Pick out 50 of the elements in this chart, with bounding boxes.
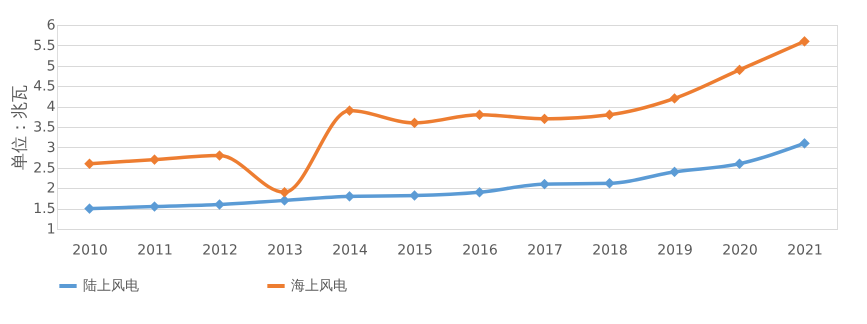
x-tick-label: 2019: [657, 242, 693, 258]
point: [669, 93, 680, 104]
y-tick-label: 2: [46, 180, 56, 197]
x-tick-label: 2018: [592, 242, 628, 258]
x-tick-label: 2012: [202, 242, 238, 258]
y-tick-label: 2.5: [33, 160, 56, 176]
point: [149, 154, 160, 165]
x-tick-label: 2020: [722, 242, 758, 258]
y-tick-label: 1.5: [33, 201, 56, 218]
legend-label: 陆上风电: [83, 278, 139, 294]
point: [344, 105, 355, 116]
point: [539, 178, 550, 190]
y-tick-label: 5.5: [33, 38, 56, 54]
point: [84, 203, 95, 214]
point: [84, 158, 95, 169]
point: [214, 199, 225, 210]
point: [409, 118, 420, 128]
x-tick-label: 2015: [397, 242, 433, 258]
y-axis-title: 单位：兆瓦: [10, 85, 30, 170]
point: [474, 110, 485, 120]
point: [539, 114, 550, 124]
y-tick-label: 6: [46, 18, 56, 34]
point: [279, 187, 290, 198]
y-tick-label: 3.5: [33, 120, 56, 136]
point: [409, 190, 420, 201]
point: [604, 178, 615, 189]
x-tick-label: 2011: [137, 242, 173, 258]
point: [799, 36, 810, 47]
point: [214, 150, 225, 161]
y-tick-label: 5: [46, 58, 56, 74]
y-tick-label: 1: [46, 222, 56, 238]
x-tick-label: 2021: [787, 242, 823, 258]
point: [734, 64, 745, 76]
point: [474, 187, 485, 198]
x-tick-label: 2014: [332, 242, 368, 258]
point: [604, 110, 615, 120]
x-tick-label: 2013: [267, 242, 303, 258]
point: [669, 166, 680, 178]
y-tick-label: 3: [46, 140, 56, 156]
x-tick-label: 2016: [462, 242, 498, 258]
point: [799, 138, 810, 149]
x-tick-label: 2010: [72, 242, 108, 258]
y-tick-label: 4.5: [33, 78, 56, 95]
point: [279, 195, 290, 206]
x-tick-label: 2017: [527, 242, 563, 258]
point: [149, 201, 160, 212]
legend-label: 海上风电: [291, 278, 347, 294]
point: [344, 191, 355, 202]
y-tick-label: 4: [46, 99, 56, 116]
point: [734, 158, 745, 169]
